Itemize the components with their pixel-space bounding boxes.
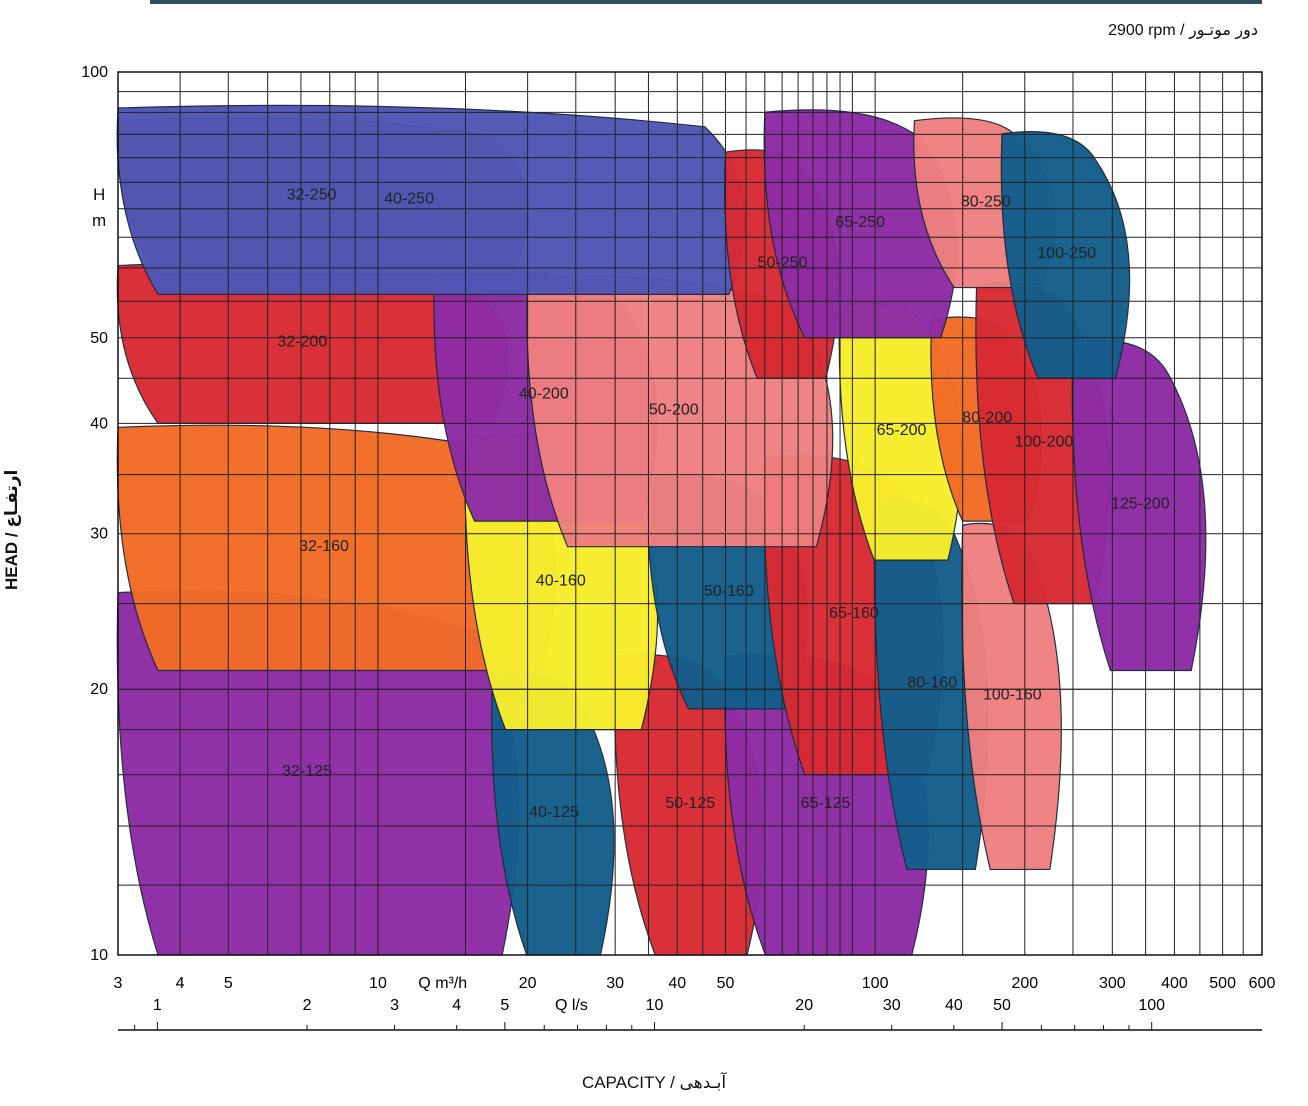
x-tick-label-m3h: 5 (224, 975, 233, 992)
axes: 10 20 30 40 50 100 3 4 5 10 20 30 40 50 100 200 300 400 50… (81, 64, 1276, 1031)
zone-label-32-125: 32-125 (282, 763, 332, 780)
top-border-bar (150, 0, 1262, 4)
y-unit-bottom: m (92, 211, 107, 230)
x-tick-label-m3h: 400 (1161, 975, 1188, 992)
zone-label-40-200: 40-200 (519, 386, 569, 403)
zone-label-125-200: 125-200 (1111, 495, 1170, 512)
zone-label-50-160: 50-160 (704, 583, 754, 600)
x-tick-label-m3h: 50 (717, 975, 735, 992)
zone-100-250 (1000, 131, 1131, 379)
zone-label-65-160: 65-160 (829, 605, 879, 622)
zone-label-80-200: 80-200 (962, 410, 1012, 427)
x-tick-label-ls: 1 (153, 997, 162, 1014)
zone-40-250 (116, 104, 746, 295)
x-tick-label-m3h: 10 (369, 975, 387, 992)
pump-zones (116, 104, 1207, 956)
zone-label-100-160: 100-160 (983, 686, 1042, 703)
x-tick-label-m3h: 30 (606, 975, 624, 992)
zone-label-50-250: 50-250 (758, 254, 808, 271)
y-tick-label: 30 (90, 526, 108, 543)
y-unit-top: H (92, 185, 106, 204)
x-tick-label-ls: 100 (1138, 997, 1165, 1014)
x-axis-title: CAPACITY / آبـدهی (581, 1073, 727, 1092)
zone-label-65-250: 65-250 (835, 214, 885, 231)
zone-label-80-250: 80-250 (961, 193, 1011, 210)
y-tick-label: 20 (90, 681, 108, 698)
x-tick-label-ls: 30 (883, 997, 901, 1014)
zone-125-200 (1071, 339, 1207, 672)
x-unit-ls: Q l/s (555, 997, 588, 1014)
y-tick-label: 40 (90, 415, 108, 432)
zone-label-40-125: 40-125 (529, 804, 579, 821)
x-tick-label-m3h: 20 (519, 975, 537, 992)
x-tick-label-ls: 20 (795, 997, 813, 1014)
x-tick-label-ls: 4 (452, 997, 461, 1014)
x-tick-label-m3h: 300 (1099, 975, 1126, 992)
zone-label-40-250: 40-250 (384, 190, 434, 207)
x-tick-label-m3h: 600 (1249, 975, 1276, 992)
zone-label-50-200: 50-200 (649, 402, 699, 419)
zone-label-65-125: 65-125 (801, 795, 851, 812)
x-tick-label-ls: 5 (500, 997, 509, 1014)
zone-labels: 32-125 40-125 50-125 65-125 32-160 40-160 50-1… (277, 187, 1169, 821)
zone-label-32-200: 32-200 (277, 334, 327, 351)
x-tick-label-m3h: 4 (176, 975, 185, 992)
y-tick-label: 10 (90, 947, 108, 964)
x-unit-m3h: Q m³/h (418, 975, 467, 992)
zone-label-40-160: 40-160 (536, 573, 586, 590)
zone-label-80-160: 80-160 (907, 675, 957, 692)
x-tick-label-m3h: 40 (668, 975, 686, 992)
x-tick-label-ls: 40 (945, 997, 963, 1014)
zone-label-100-250: 100-250 (1037, 245, 1096, 262)
plot-frame (117, 71, 1263, 956)
x-tick-label-m3h: 3 (114, 975, 123, 992)
zone-label-32-160: 32-160 (299, 538, 349, 555)
x-tick-label-ls: 3 (390, 997, 399, 1014)
motor-speed-label: 2900 rpm / دور موتـور (1108, 22, 1258, 39)
zone-label-50-125: 50-125 (665, 795, 715, 812)
zone-label-65-200: 65-200 (877, 422, 927, 439)
y-tick-label: 50 (90, 330, 108, 347)
x-tick-label-ls: 2 (303, 997, 312, 1014)
x-tick-label-m3h: 100 (862, 975, 889, 992)
zone-label-32-250: 32-250 (287, 187, 337, 204)
y-tick-label: 100 (81, 64, 108, 81)
grid-lines (117, 71, 1263, 956)
zone-label-100-200: 100-200 (1015, 433, 1074, 450)
y-unit-label: H m (92, 182, 106, 234)
x-tick-label-ls: 50 (993, 997, 1011, 1014)
x-tick-label-ls: 10 (646, 997, 664, 1014)
x-tick-label-m3h: 500 (1209, 975, 1236, 992)
x-tick-label-m3h: 200 (1011, 975, 1038, 992)
